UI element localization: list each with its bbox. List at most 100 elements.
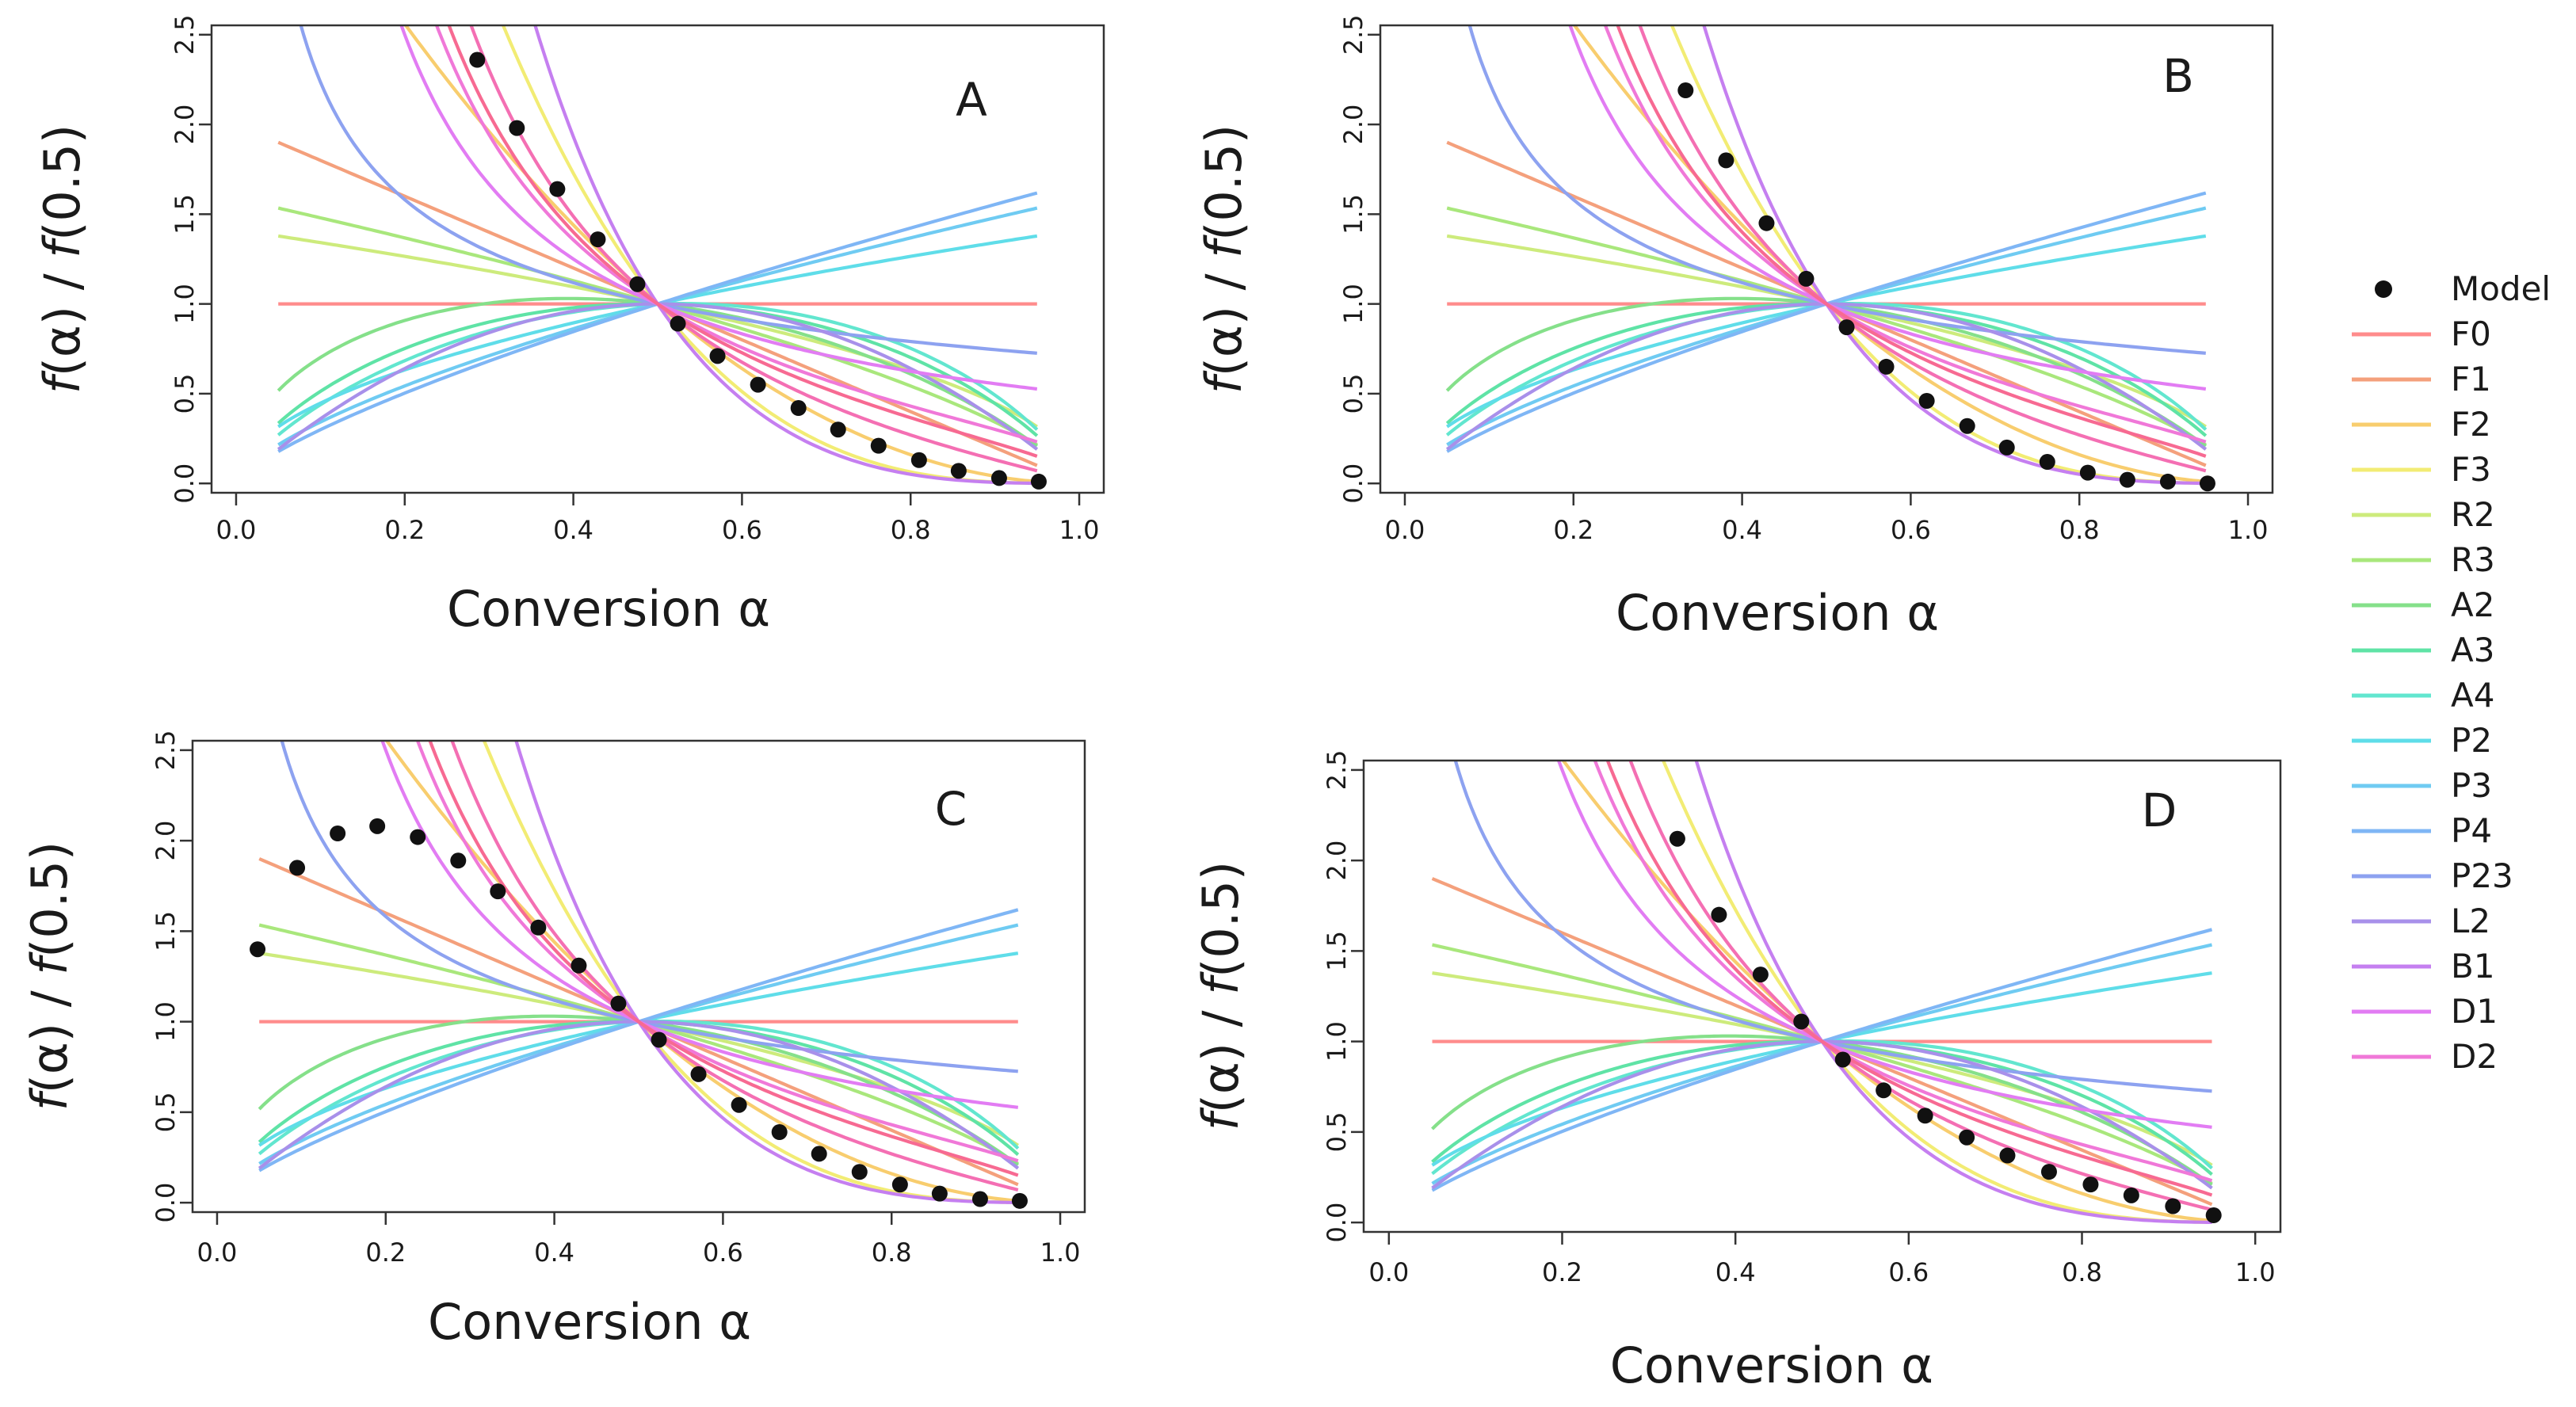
legend-label-f2: F2: [2451, 405, 2491, 444]
y-tick-label: 1.0: [1338, 284, 1368, 324]
legend-label-a2: A2: [2451, 585, 2494, 624]
reference-curves: [277, 25, 1039, 486]
x-axis-label: Conversion α: [447, 580, 770, 638]
y-tick-label: 2.5: [170, 14, 200, 55]
model-point: [1798, 270, 1815, 287]
curve-d4: [428, 741, 1019, 1177]
x-tick-label: 0.6: [1888, 1257, 1929, 1287]
x-tick-label: 0.6: [703, 1237, 743, 1268]
model-point: [490, 883, 506, 900]
y-tick-label: 2.0: [1338, 105, 1368, 145]
model-point: [1959, 418, 1975, 434]
plot-frame: [210, 24, 1105, 494]
model-points: [250, 818, 1028, 1209]
x-tick-label: 0.8: [2059, 515, 2100, 545]
model-points: [469, 51, 1047, 490]
legend-label-p2: P2: [2451, 721, 2492, 760]
model-point: [971, 1191, 988, 1207]
x-tick-label: 0.2: [365, 1237, 406, 1268]
reference-curves: [1431, 761, 2213, 1224]
model-point: [910, 452, 927, 468]
model-point: [771, 1123, 788, 1140]
legend-label-p23: P23: [2451, 856, 2513, 895]
model-point: [1998, 439, 2015, 456]
model-point: [509, 120, 525, 136]
legend-label-a3: A3: [2451, 631, 2494, 669]
model-point: [1711, 906, 1727, 923]
y-axis-label: f(α) / f(0.5): [21, 841, 78, 1111]
model-points: [1669, 830, 2222, 1223]
legend-model-label: Model: [2451, 269, 2551, 308]
x-tick-label: 0.6: [1891, 515, 1931, 545]
y-tick-label: 1.0: [170, 284, 200, 324]
y-tick-label: 1.5: [1338, 194, 1368, 234]
model-point: [1030, 473, 1047, 490]
x-tick-label: 0.2: [384, 515, 425, 545]
panel-label: B: [2162, 49, 2194, 103]
model-point: [950, 463, 967, 479]
model-point: [790, 400, 807, 417]
legend-label-l2: L2: [2451, 902, 2490, 940]
y-tick-label: 0.0: [1322, 1203, 1352, 1243]
model-point: [2119, 471, 2135, 488]
x-tick-label: 0.0: [1385, 515, 1425, 545]
model-point: [250, 941, 266, 958]
model-point: [1793, 1013, 1810, 1030]
model-point: [1917, 1108, 1933, 1124]
y-tick-label: 2.0: [151, 821, 181, 861]
model-point: [1918, 392, 1935, 409]
model-point: [1878, 358, 1895, 375]
model-point: [2082, 1176, 2099, 1193]
y-tick-label: 1.5: [170, 194, 200, 234]
model-point: [990, 470, 1007, 486]
x-tick-label: 0.4: [534, 1237, 574, 1268]
y-axis-label: f(α) / f(0.5): [33, 124, 91, 394]
model-point: [1999, 1147, 2016, 1164]
y-tick-label: 0.5: [151, 1092, 181, 1132]
legend-model-marker: [2375, 280, 2392, 298]
x-axis-label: Conversion α: [1610, 1336, 1933, 1394]
x-tick-label: 0.6: [722, 515, 762, 545]
model-point: [2165, 1198, 2181, 1214]
model-point: [571, 957, 587, 974]
legend-label-b1: B1: [2451, 947, 2495, 986]
model-point: [610, 995, 627, 1012]
plot-frame: [1362, 759, 2282, 1234]
panel-A: 0.0 0.2 0.4 0.6 0.8 1.0 0.0 0.5 1.0 1.5 2.0 2.5 Conv…: [33, 14, 1105, 638]
model-point: [811, 1146, 827, 1162]
y-tick-label: 0.0: [1338, 463, 1368, 504]
model-point: [2199, 475, 2215, 492]
model-point: [750, 376, 766, 393]
model-point: [891, 1176, 908, 1193]
legend-label-f3: F3: [2451, 450, 2491, 489]
plot-frame: [1379, 24, 2274, 494]
legend-label-a4: A4: [2451, 676, 2494, 715]
plot-frame: [191, 739, 1086, 1214]
panel-label: A: [956, 73, 987, 127]
reference-curves: [1445, 25, 2208, 486]
x-tick-label: 0.8: [2062, 1257, 2102, 1287]
model-point: [709, 348, 726, 364]
x-tick-label: 1.0: [2235, 1257, 2276, 1287]
model-point: [469, 51, 486, 68]
x-axis-label: Conversion α: [1616, 584, 1939, 642]
legend: Model F0 F1 F2 F3 R2 R3 A2 A3 A4 P2 P3 P4 P23 L2 B1 D1 D2: [2352, 269, 2551, 1076]
model-point: [2123, 1187, 2139, 1203]
legend-label-d1: D1: [2451, 992, 2498, 1031]
model-point: [450, 852, 467, 869]
model-points: [1677, 82, 2215, 492]
panel-C: 0.0 0.2 0.4 0.6 0.8 1.0 0.0 0.5 1.0 1.5 2.0 2.5 Conv…: [21, 730, 1086, 1351]
model-point: [670, 315, 686, 332]
model-point: [1838, 319, 1855, 336]
legend-label-p3: P3: [2451, 766, 2492, 805]
model-point: [1876, 1082, 1892, 1099]
model-point: [289, 860, 306, 876]
model-point: [330, 826, 346, 842]
model-point: [690, 1066, 707, 1082]
x-tick-label: 0.8: [872, 1237, 912, 1268]
x-tick-label: 0.0: [197, 1237, 238, 1268]
panel-B: 0.0 0.2 0.4 0.6 0.8 1.0 0.0 0.5 1.0 1.5 2.0 2.5 Conv…: [1195, 14, 2274, 642]
model-point: [651, 1031, 667, 1048]
model-point: [870, 437, 887, 454]
y-tick-label: 2.5: [1338, 14, 1368, 55]
